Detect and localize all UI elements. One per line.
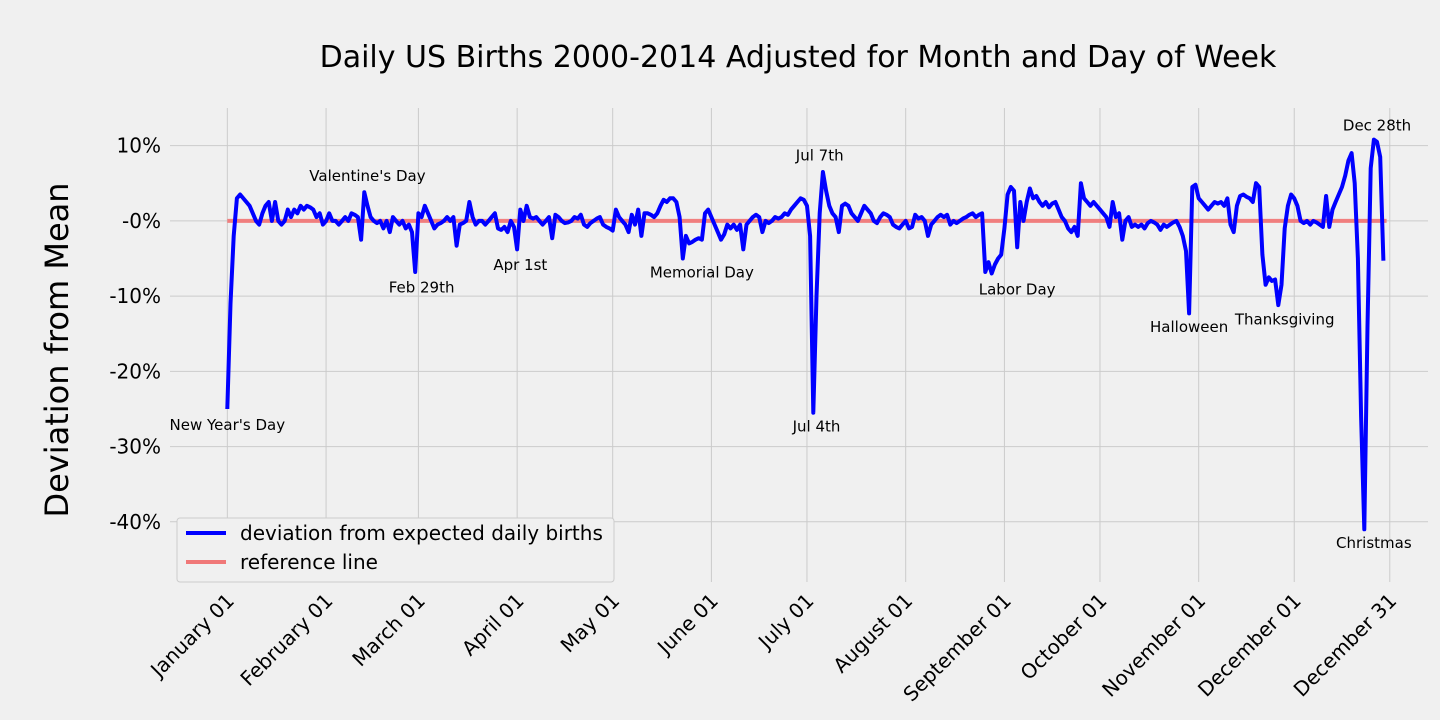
x-tick-label: February 01 [235,589,337,691]
annotation-label: Apr 1st [493,256,547,274]
annotation-label: Feb 29th [389,278,455,296]
y-tick-label: -30% [109,435,161,459]
y-axis-ticks: 10% -0% -10% -20% -30% -40% [109,134,161,534]
legend-label-deviation: deviation from expected daily births [240,521,603,545]
annotation-label: Valentine's Day [309,167,425,185]
x-tick-label: June 01 [651,589,723,661]
y-tick-label: -0% [122,209,161,233]
annotation-label: New Year's Day [170,416,286,434]
series-group [225,137,1387,532]
annotation-label: Thanksgiving [1234,311,1335,329]
annotation-label: Jul 7th [795,147,844,165]
y-axis-label: Deviation from Mean [38,182,76,517]
x-tick-label: October 01 [1015,589,1111,685]
annotations: New Year's Day Valentine's Day Feb 29th Apr… [170,117,1412,553]
annotation-label: Jul 4th [792,418,841,436]
y-tick-label: -40% [109,510,161,534]
y-tick-label: -20% [109,359,161,383]
chart-title: Daily US Births 2000-2014 Adjusted for M… [320,40,1277,75]
annotation-label: Halloween [1150,318,1228,336]
y-tick-label: 10% [117,134,161,158]
annotation-label: Memorial Day [650,263,754,281]
legend: deviation from expected daily births ref… [176,517,615,583]
annotation-label: Christmas [1336,534,1412,552]
legend-box [176,517,615,583]
annotation-label: Dec 28th [1343,117,1411,135]
x-tick-label: January 01 [144,589,238,683]
legend-label-reference: reference line [240,550,378,574]
x-tick-label: March 01 [347,589,430,672]
series-line-deviation [225,137,1386,532]
y-tick-label: -10% [109,284,161,308]
annotation-label: Labor Day [979,281,1056,299]
x-tick-label: April 01 [457,589,529,661]
x-tick-label: May 01 [556,589,625,658]
x-tick-label: August 01 [828,589,917,678]
x-tick-label: July 01 [752,589,818,655]
